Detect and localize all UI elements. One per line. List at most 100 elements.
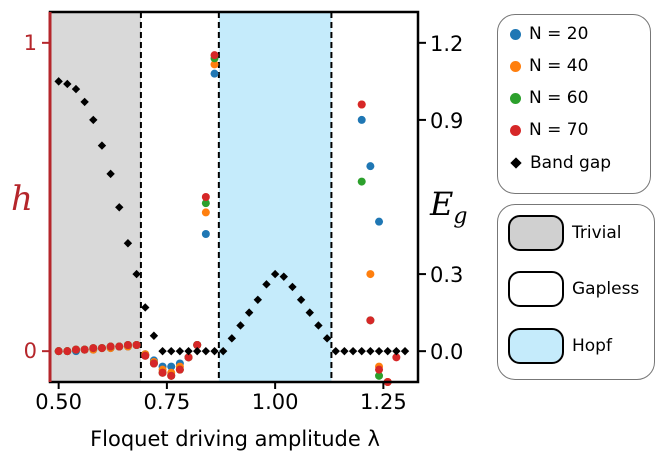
x-tick-label-2: 1.00 [252, 390, 299, 414]
point-band-gap-6 [106, 169, 115, 179]
point-band-gap-12 [158, 346, 167, 356]
point-band-gap-30 [314, 321, 323, 330]
region-legend-gapless: Gapless [508, 271, 639, 307]
point-n-70-1 [63, 347, 72, 356]
region-legend: Trivial Gapless Hopf [497, 204, 655, 380]
legend-label-band-gap: Band gap [530, 153, 612, 173]
region-label-trivial: Trivial [572, 223, 622, 243]
point-band-gap-16 [193, 346, 202, 356]
point-band-gap-2 [71, 84, 81, 94]
legend-marker-n60 [510, 92, 521, 104]
chart: 0.50 0.75 1.00 1.25 0 1 0.0 0.3 0.9 1.2 h Eg Floq… [11, 10, 467, 451]
region-swatch-hopf [508, 328, 564, 364]
legend-item-band-gap: Band gap [510, 152, 611, 174]
point-band-gap-8 [123, 239, 133, 248]
point-band-gap-10 [141, 303, 150, 312]
point-n-20-37 [375, 217, 384, 226]
point-band-gap-34 [348, 346, 358, 356]
point-n-70-17 [201, 193, 210, 201]
point-n-70-4 [89, 344, 98, 353]
y-right-tick-label-1: 0.3 [430, 263, 463, 287]
point-n-40-17 [201, 208, 210, 217]
x-tick-label-0: 0.50 [35, 390, 82, 414]
x-axis-label: Floquet driving amplitude λ [90, 427, 380, 451]
point-n-70-15 [184, 353, 193, 362]
point-n-70-14 [175, 365, 184, 374]
point-band-gap-26 [279, 272, 288, 281]
region-label-hopf: Hopf [572, 336, 612, 356]
point-n-20-36 [366, 162, 375, 171]
point-band-gap-20 [227, 334, 237, 343]
series-legend: N = 20 N = 40 N = 60 N = 70 Band gap [497, 14, 651, 194]
point-band-gap-32 [331, 346, 340, 356]
x-tick-label-3: 1.25 [360, 390, 407, 414]
legend-marker-n40 [510, 60, 521, 72]
point-band-gap-18 [210, 346, 219, 356]
point-n-70-39 [392, 353, 401, 362]
y-axis-left-label: h [11, 179, 33, 219]
y-left-tick-label-0: 0 [24, 339, 37, 363]
point-n-70-6 [106, 342, 115, 351]
point-band-gap-15 [184, 346, 193, 356]
point-n-70-12 [158, 368, 167, 377]
point-band-gap-33 [340, 346, 349, 356]
y-right-tick-label-3: 1.2 [430, 32, 463, 56]
point-n-70-10 [141, 351, 150, 360]
point-n-70-7 [115, 342, 124, 351]
point-band-gap-11 [149, 331, 159, 340]
point-n-70-8 [123, 341, 132, 349]
point-band-gap-37 [374, 346, 384, 356]
region-legend-trivial: Trivial [508, 215, 622, 251]
point-n-60-37 [375, 371, 384, 380]
legend-marker-band-gap [510, 157, 522, 169]
region-swatch-trivial [508, 215, 564, 251]
point-band-gap-13 [167, 346, 176, 356]
point-n-70-37 [375, 365, 384, 374]
region-swatch-gapless [508, 271, 564, 307]
legend-marker-n70 [510, 124, 521, 136]
legend-marker-n20 [510, 28, 521, 40]
point-band-gap-4 [89, 115, 98, 125]
region-legend-hopf: Hopf [508, 328, 612, 364]
legend-item-n60: N = 60 [510, 87, 588, 109]
point-n-20-13 [167, 362, 176, 371]
x-tick-label-1: 0.75 [144, 390, 191, 414]
point-band-gap-1 [63, 79, 72, 89]
point-n-70-35 [357, 100, 366, 109]
point-band-gap-40 [400, 346, 410, 356]
point-band-gap-23 [253, 295, 263, 304]
point-n-20-17 [201, 230, 210, 238]
legend-item-n70: N = 70 [510, 119, 588, 141]
legend-label-n70: N = 70 [529, 120, 589, 140]
region-trivial [50, 12, 141, 382]
point-band-gap-0 [54, 77, 63, 86]
point-band-gap-36 [366, 346, 375, 356]
legend-item-n20: N = 20 [510, 23, 588, 45]
point-n-70-3 [80, 345, 89, 354]
legend-label-n60: N = 60 [529, 88, 589, 108]
point-band-gap-17 [201, 346, 211, 356]
y-axis-right-label-subscript: g [453, 204, 467, 229]
point-n-60-35 [357, 177, 366, 186]
y-right-tick-label-2: 0.9 [430, 109, 463, 133]
point-n-40-18 [210, 60, 219, 69]
point-n-70-5 [97, 344, 106, 353]
point-band-gap-27 [288, 282, 297, 292]
point-band-gap-22 [244, 308, 254, 317]
point-band-gap-5 [97, 141, 107, 150]
y-axis-right-label-main: E [429, 185, 453, 223]
region-label-gapless: Gapless [572, 279, 640, 299]
point-n-70-13 [167, 371, 176, 380]
legend-label-n40: N = 40 [529, 56, 589, 76]
point-band-gap-9 [132, 269, 141, 279]
point-n-70-0 [54, 347, 63, 356]
point-band-gap-38 [383, 346, 392, 356]
point-band-gap-3 [80, 97, 89, 107]
point-n-70-9 [132, 341, 141, 349]
legend-item-n40: N = 40 [510, 55, 588, 77]
point-band-gap-31 [322, 334, 332, 343]
point-n-20-35 [357, 115, 366, 124]
point-n-60-17 [201, 199, 210, 208]
point-band-gap-39 [392, 346, 401, 356]
y-left-tick-label-1: 1 [24, 31, 37, 55]
